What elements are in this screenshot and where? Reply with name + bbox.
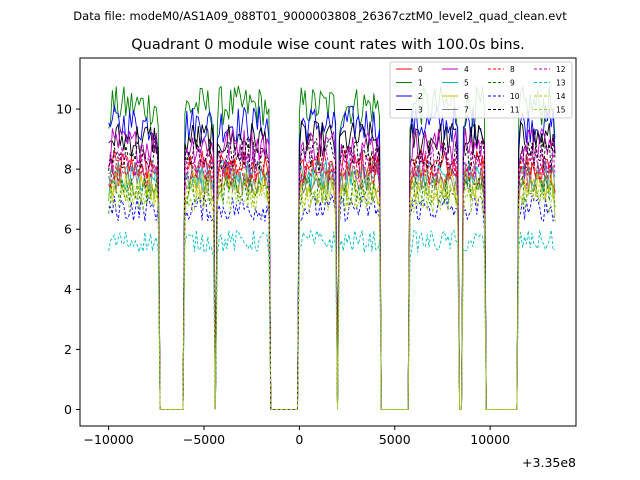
legend-label-8: 8 [510,65,515,74]
x-tick-label: 5000 [379,432,411,447]
legend-label-10: 10 [510,92,520,101]
legend-label-15: 15 [556,106,566,115]
legend-label-4: 4 [464,65,469,74]
legend-label-9: 9 [510,79,515,88]
series-line-12 [108,146,556,410]
legend-label-7: 7 [464,106,469,115]
legend-label-11: 11 [510,106,520,115]
legend-label-6: 6 [464,92,469,101]
series-line-15 [108,184,556,410]
y-tick-label: 6 [64,222,72,237]
series-line-7 [108,162,556,410]
series-line-2 [108,105,556,410]
legend-label-2: 2 [418,92,423,101]
legend-label-5: 5 [464,79,469,88]
legend-label-13: 13 [556,79,566,88]
series-line-0 [108,149,556,410]
x-axis: −10000 −5000 0 5000 10000 [83,426,510,447]
x-offset-label: +3.35e8 [522,455,576,470]
series-line-10 [108,193,556,410]
x-tick-label: −5000 [183,432,225,447]
series-line-14 [108,177,556,410]
series-layer [108,85,556,410]
series-line-6 [108,169,556,410]
legend-label-14: 14 [556,92,566,101]
legend-label-3: 3 [418,106,423,115]
y-tick-label: 0 [64,402,72,417]
x-tick-label: 10000 [470,432,510,447]
x-tick-label: 0 [295,432,303,447]
plot-frame [79,57,577,427]
series-line-5 [108,159,556,410]
file-suptitle: Data file: modeM0/AS1A09_088T01_90000038… [73,9,567,23]
series-line-13 [108,229,556,410]
legend-label-0: 0 [418,65,423,74]
chart-title: Quadrant 0 module wise count rates with … [131,37,525,53]
series-line-11 [108,135,556,410]
y-tick-label: 4 [64,282,72,297]
series-line-9 [108,174,556,410]
legend-label-12: 12 [556,65,566,74]
legend-label-1: 1 [418,79,423,88]
legend-box [389,61,573,119]
y-tick-label: 2 [64,342,72,357]
x-tick-label: −10000 [83,432,133,447]
y-tick-label: 10 [56,102,72,117]
y-axis: 0 2 4 6 8 10 [56,102,80,417]
y-tick-label: 8 [64,162,72,177]
